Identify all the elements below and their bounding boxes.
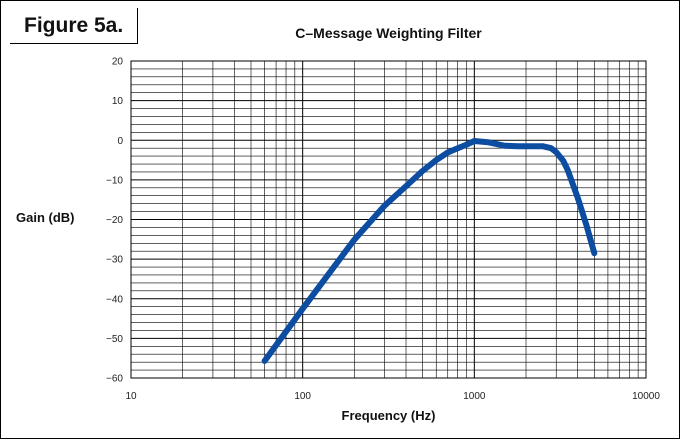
y-tick-label: 0 <box>117 136 123 147</box>
x-axis-label: Frequency (Hz) <box>341 408 436 423</box>
x-tick-label: 100 <box>294 391 311 402</box>
y-axis-label: Gain (dB) <box>16 210 75 225</box>
y-tick-label: −50 <box>106 334 123 345</box>
y-tick-labels: 20 10 0 −10 −20 −30 −40 −50 −60 <box>106 57 123 385</box>
y-tick-label: −10 <box>106 175 123 186</box>
y-tick-label: 10 <box>112 96 124 107</box>
x-tick-label: 1000 <box>463 391 486 402</box>
y-tick-label: 20 <box>112 57 124 68</box>
x-tick-labels: 10 100 1000 10000 <box>125 391 660 402</box>
y-tick-label: −60 <box>106 374 123 385</box>
y-tick-label: −30 <box>106 255 123 266</box>
chart-title: C–Message Weighting Filter <box>295 25 482 41</box>
x-tick-label: 10 <box>125 391 137 402</box>
plot-border <box>130 60 647 379</box>
x-tick-label: 10000 <box>632 391 660 402</box>
series-line-c-message <box>261 138 598 364</box>
y-tick-label: −20 <box>106 215 123 226</box>
figure-label: Figure 5a. <box>10 8 138 44</box>
y-tick-label: −40 <box>106 294 123 305</box>
